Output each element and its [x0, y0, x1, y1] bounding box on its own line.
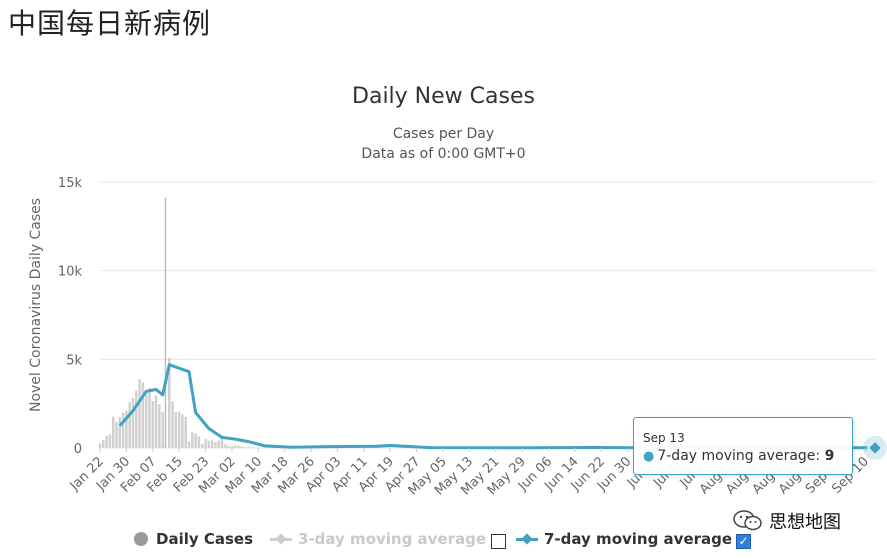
- daily-case-bar: [121, 412, 125, 448]
- chart-container: 0 5k 10k 15k Jan 22 Jan 30 Feb 07 Feb 15 Feb 23…: [0, 60, 887, 559]
- daily-case-bar: [161, 412, 164, 448]
- tooltip-series-label: 7-day moving average:: [657, 448, 825, 464]
- tooltip-value: 9: [824, 448, 835, 464]
- tooltip-row: ● 7-day moving average: 9: [643, 448, 834, 464]
- daily-case-bar: [204, 438, 207, 448]
- wechat-icon: [733, 510, 763, 532]
- daily-case-bar: [131, 397, 135, 448]
- daily-case-bar: [125, 410, 128, 448]
- legend-3day-checkbox[interactable]: [491, 534, 506, 549]
- daily-case-bar: [151, 400, 155, 448]
- daily-case-bar: [141, 382, 145, 448]
- chart-data-note: Data as of 0:00 GMT+0: [361, 146, 526, 162]
- daily-case-bar: [144, 392, 148, 448]
- daily-case-bars: [98, 197, 260, 448]
- ma7-last-point-marker[interactable]: [866, 439, 884, 457]
- daily-case-bar: [230, 445, 234, 448]
- daily-case-bar: [181, 414, 184, 448]
- legend-daily-cases[interactable]: Daily Cases: [134, 528, 253, 550]
- daily-case-bar: [128, 402, 131, 448]
- legend-7day-ma-label: 7-day moving average: [544, 530, 733, 548]
- daily-case-bar: [174, 412, 178, 448]
- grid-lines: [100, 181, 875, 449]
- daily-case-bar: [214, 442, 217, 448]
- daily-case-bar: [138, 379, 141, 448]
- daily-case-bar: [194, 433, 197, 448]
- daily-case-bar: [197, 436, 201, 448]
- daily-case-bar: [158, 404, 161, 448]
- legend-3day-ma[interactable]: 3-day moving average: [270, 528, 486, 550]
- y-tick-label: 10k: [58, 265, 83, 280]
- daily-case-bar: [111, 416, 115, 448]
- ma7-line-layer: [118, 363, 887, 460]
- ma7-hover-halo: [863, 435, 887, 460]
- legend-7day-ma[interactable]: 7-day moving average: [516, 528, 732, 550]
- chart-title: Daily New Cases: [352, 84, 535, 109]
- y-tick-label: 0: [74, 442, 82, 457]
- daily-case-bar: [200, 444, 204, 448]
- daily-case-bar: [118, 417, 122, 448]
- watermark-text: 思想地图: [769, 512, 841, 533]
- legend-daily-cases-label: Daily Cases: [156, 530, 254, 548]
- daily-case-bar: [224, 444, 227, 448]
- y-tick-label: 5k: [66, 353, 82, 368]
- daily-case-bar: [233, 445, 237, 448]
- daily-case-bar: [135, 390, 138, 448]
- daily-case-bar: [210, 440, 214, 448]
- data-tooltip: Sep 13 ● 7-day moving average: 9: [633, 417, 853, 475]
- daily-case-bar: [105, 435, 108, 448]
- daily-case-bar: [164, 197, 167, 448]
- daily-case-bar: [227, 445, 230, 448]
- tooltip-series-dot-icon: ●: [643, 449, 655, 464]
- daily-case-bar: [154, 395, 158, 448]
- daily-case-bar: [102, 439, 105, 448]
- daily-case-bar: [240, 446, 244, 448]
- tooltip-date: Sep 13: [643, 431, 685, 445]
- legend-line-icon: [516, 532, 538, 545]
- chart-subtitle: Cases per Day: [392, 126, 495, 142]
- y-axis-label: Novel Coronavirus Daily Cases: [28, 198, 44, 412]
- daily-case-bar: [187, 441, 191, 448]
- daily-case-bar: [247, 447, 250, 448]
- legend-circle-icon: [134, 532, 148, 546]
- daily-case-bar: [171, 401, 174, 448]
- page-title: 中国每日新病例: [8, 7, 212, 40]
- daily-case-bar: [184, 416, 187, 448]
- daily-case-bar: [220, 437, 224, 448]
- daily-case-bar: [217, 440, 220, 448]
- daily-case-bar: [177, 411, 181, 448]
- daily-case-bar: [191, 432, 194, 448]
- daily-case-bar: [243, 447, 247, 448]
- y-tick-labels: 0 5k 10k 15k: [58, 176, 83, 457]
- daily-case-bar: [168, 357, 171, 448]
- daily-case-bar: [237, 445, 240, 448]
- legend-line-icon: [270, 532, 292, 545]
- daily-case-bar: [207, 440, 211, 448]
- daily-case-bar: [108, 434, 112, 448]
- legend-7day-checkbox[interactable]: ✓: [736, 534, 751, 549]
- y-tick-label: 15k: [58, 176, 83, 191]
- wechat-watermark: 思想地图: [733, 508, 841, 534]
- daily-case-bar: [98, 443, 102, 448]
- daily-case-bar: [115, 422, 118, 448]
- daily-case-bar: [148, 387, 151, 448]
- legend-3day-ma-label: 3-day moving average: [298, 530, 487, 548]
- ma7-line: [118, 363, 876, 450]
